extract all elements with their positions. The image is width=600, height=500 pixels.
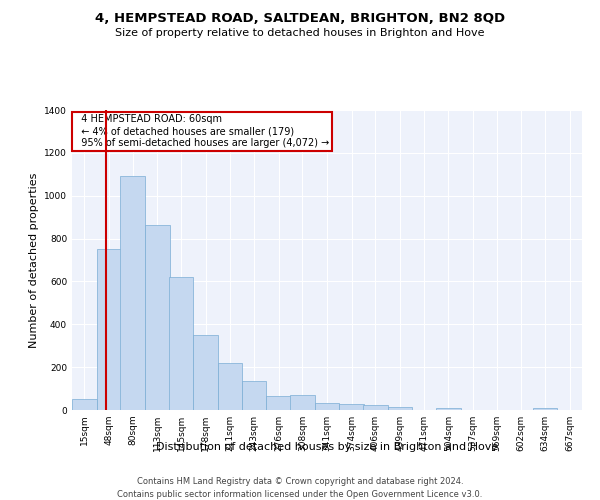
Bar — [145, 224, 170, 410]
Text: 4 HEMPSTEAD ROAD: 60sqm
  ← 4% of detached houses are smaller (179)
  95% of sem: 4 HEMPSTEAD ROAD: 60sqm ← 4% of detached… — [74, 114, 329, 148]
Text: Distribution of detached houses by size in Brighton and Hove: Distribution of detached houses by size … — [156, 442, 498, 452]
Bar — [121, 176, 145, 410]
Bar — [218, 363, 242, 410]
Bar — [169, 277, 193, 410]
Bar — [363, 406, 388, 410]
Text: Contains HM Land Registry data © Crown copyright and database right 2024.: Contains HM Land Registry data © Crown c… — [137, 478, 463, 486]
Text: Size of property relative to detached houses in Brighton and Hove: Size of property relative to detached ho… — [115, 28, 485, 38]
Bar — [315, 402, 339, 410]
Text: 4, HEMPSTEAD ROAD, SALTDEAN, BRIGHTON, BN2 8QD: 4, HEMPSTEAD ROAD, SALTDEAN, BRIGHTON, B… — [95, 12, 505, 26]
Bar — [290, 395, 315, 410]
Bar — [339, 404, 364, 410]
Bar — [97, 250, 121, 410]
Bar — [436, 408, 461, 410]
Y-axis label: Number of detached properties: Number of detached properties — [29, 172, 38, 348]
Bar — [266, 396, 291, 410]
Bar — [242, 381, 266, 410]
Bar — [193, 335, 218, 410]
Bar — [388, 407, 412, 410]
Bar — [533, 408, 557, 410]
Bar — [72, 400, 97, 410]
Text: Contains public sector information licensed under the Open Government Licence v3: Contains public sector information licen… — [118, 490, 482, 499]
